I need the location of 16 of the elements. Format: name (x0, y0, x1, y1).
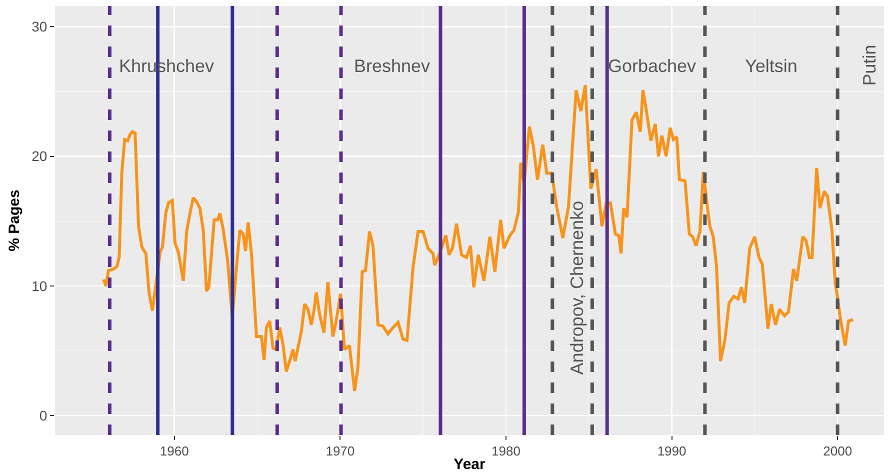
y-axis-title: % Pages (6, 190, 23, 252)
line-series (102, 84, 855, 392)
y-tick-label: 10 (32, 278, 48, 294)
annotation: Breshnev (354, 56, 430, 76)
x-tick-label: 1990 (657, 444, 686, 459)
x-tick-label: 2000 (823, 444, 852, 459)
x-axis-title: Year (454, 456, 486, 473)
annotation: Putin (859, 44, 880, 86)
x-tick-label: 1960 (160, 444, 189, 459)
annotation: Andropov, Chernenko (566, 200, 587, 375)
y-tick-label: 30 (32, 18, 48, 35)
x-tick-label: 1980 (492, 444, 520, 459)
y-tick-label: 20 (32, 148, 48, 164)
x-tick-label: 1970 (326, 444, 355, 459)
y-tick-label: 0 (39, 407, 48, 424)
annotation: Yeltsin (745, 56, 798, 76)
